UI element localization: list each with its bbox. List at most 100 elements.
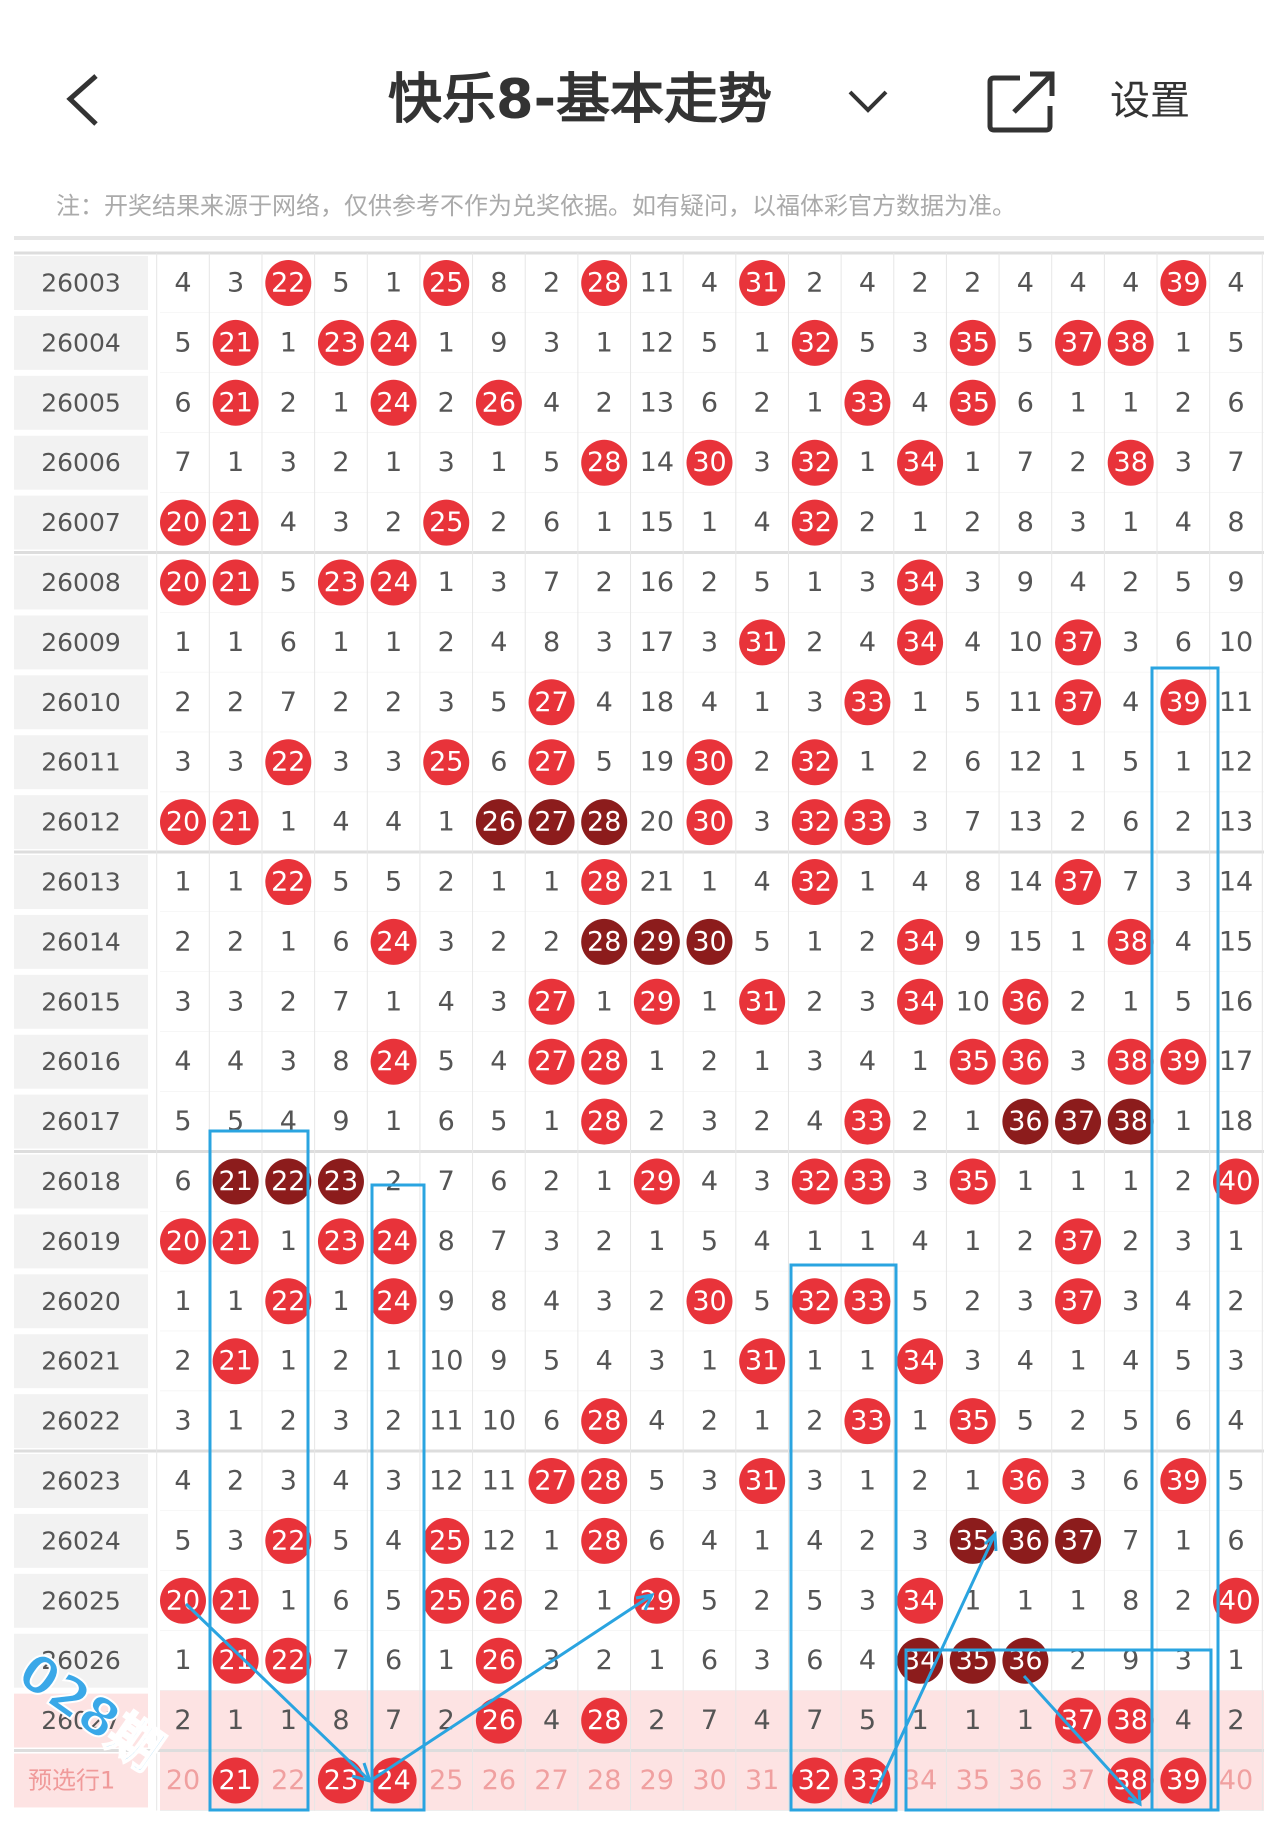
period: 26024 bbox=[41, 1526, 121, 1555]
omission: 11 bbox=[429, 1406, 463, 1437]
omission: 5 bbox=[1227, 1466, 1244, 1497]
ball bbox=[949, 1517, 996, 1564]
omission: 4 bbox=[543, 387, 560, 418]
ball bbox=[791, 1757, 838, 1804]
omission: 1 bbox=[1122, 986, 1139, 1017]
title-dropdown[interactable] bbox=[848, 90, 888, 113]
omission: 1 bbox=[806, 567, 823, 598]
omission: 2 bbox=[701, 1406, 718, 1437]
label-bg bbox=[14, 1753, 148, 1808]
ball bbox=[160, 559, 206, 606]
page-title[interactable]: 快乐8-基本走势 bbox=[388, 68, 772, 131]
omission: 11 bbox=[1219, 687, 1253, 718]
ball bbox=[1002, 1038, 1049, 1085]
period: 26009 bbox=[41, 628, 121, 657]
omission: 4 bbox=[1122, 687, 1139, 718]
ball-number: 28 bbox=[587, 1046, 621, 1077]
ball-number: 28 bbox=[587, 268, 621, 299]
ball-number: 33 bbox=[850, 1106, 884, 1137]
row-bg bbox=[160, 1331, 1264, 1392]
ball bbox=[633, 918, 680, 965]
omission: 1 bbox=[385, 1346, 402, 1377]
ball bbox=[528, 1038, 575, 1085]
omission: 10 bbox=[1219, 627, 1253, 658]
omission: 2 bbox=[385, 1166, 402, 1197]
omission: 2 bbox=[596, 567, 613, 598]
omission: 3 bbox=[227, 268, 244, 299]
omission: 2 bbox=[754, 1585, 771, 1616]
ball-number: 31 bbox=[745, 268, 779, 299]
omission: 1 bbox=[1175, 1525, 1192, 1556]
omission: 1 bbox=[912, 1046, 929, 1077]
ball-number: 33 bbox=[850, 1406, 884, 1437]
omission: 22 bbox=[271, 1765, 305, 1796]
ball-number: 32 bbox=[798, 867, 832, 898]
label-bg bbox=[14, 974, 148, 1029]
ball bbox=[1107, 1098, 1154, 1145]
omission: 2 bbox=[964, 507, 981, 538]
back-button[interactable] bbox=[66, 74, 98, 126]
ball-number: 28 bbox=[587, 447, 621, 478]
share-button[interactable] bbox=[987, 71, 1055, 133]
omission: 1 bbox=[806, 387, 823, 418]
omission: 12 bbox=[429, 1466, 463, 1497]
label-bg bbox=[14, 315, 148, 370]
omission: 17 bbox=[1219, 1046, 1253, 1077]
omission: 18 bbox=[1219, 1106, 1253, 1137]
ball-number: 20 bbox=[166, 507, 200, 538]
omission: 7 bbox=[1227, 447, 1244, 478]
omission: 4 bbox=[280, 507, 297, 538]
omission: 4 bbox=[332, 807, 349, 838]
ball-number: 30 bbox=[692, 447, 726, 478]
omission: 9 bbox=[490, 1346, 507, 1377]
ball-number: 24 bbox=[376, 1226, 410, 1257]
omission: 10 bbox=[482, 1406, 516, 1437]
omission: 1 bbox=[385, 986, 402, 1017]
omission: 2 bbox=[1122, 567, 1139, 598]
omission: 6 bbox=[490, 747, 507, 778]
omission: 2 bbox=[754, 387, 771, 418]
omission: 5 bbox=[1227, 327, 1244, 358]
label-bg bbox=[14, 735, 148, 790]
ball bbox=[370, 918, 417, 965]
period: 26004 bbox=[41, 328, 121, 357]
omission: 8 bbox=[438, 1226, 455, 1257]
omission: 7 bbox=[1122, 1525, 1139, 1556]
ball-number: 36 bbox=[1008, 1525, 1042, 1556]
settings-button[interactable]: 设置 bbox=[1110, 78, 1190, 124]
omission: 2 bbox=[859, 507, 876, 538]
ball-number: 28 bbox=[587, 867, 621, 898]
omission: 6 bbox=[701, 1645, 718, 1676]
ball bbox=[370, 1038, 417, 1085]
omission: 1 bbox=[859, 747, 876, 778]
omission: 5 bbox=[754, 567, 771, 598]
omission: 1 bbox=[490, 447, 507, 478]
omission: 2 bbox=[859, 1525, 876, 1556]
omission: 1 bbox=[1069, 1585, 1086, 1616]
ball bbox=[581, 1098, 628, 1145]
omission: 10 bbox=[429, 1346, 463, 1377]
omission: 2 bbox=[648, 1106, 665, 1137]
omission: 4 bbox=[1227, 268, 1244, 299]
ball-number: 24 bbox=[376, 327, 410, 358]
ball-number: 24 bbox=[376, 1765, 410, 1796]
omission: 1 bbox=[754, 687, 771, 718]
omission: 1 bbox=[912, 1705, 929, 1736]
omission: 16 bbox=[1219, 986, 1253, 1017]
period: 26005 bbox=[41, 388, 121, 417]
omission: 2 bbox=[1175, 807, 1192, 838]
omission: 4 bbox=[385, 1525, 402, 1556]
omission: 12 bbox=[482, 1525, 516, 1556]
omission: 5 bbox=[1017, 327, 1034, 358]
omission: 34 bbox=[903, 1765, 937, 1796]
ball bbox=[1160, 679, 1207, 726]
omission: 4 bbox=[701, 268, 718, 299]
omission: 4 bbox=[1175, 926, 1192, 957]
omission: 1 bbox=[754, 1525, 771, 1556]
omission: 18 bbox=[640, 687, 674, 718]
ball-number: 24 bbox=[376, 926, 410, 957]
omission: 1 bbox=[438, 807, 455, 838]
omission: 2 bbox=[332, 447, 349, 478]
omission: 3 bbox=[385, 1466, 402, 1497]
ball bbox=[791, 739, 838, 786]
